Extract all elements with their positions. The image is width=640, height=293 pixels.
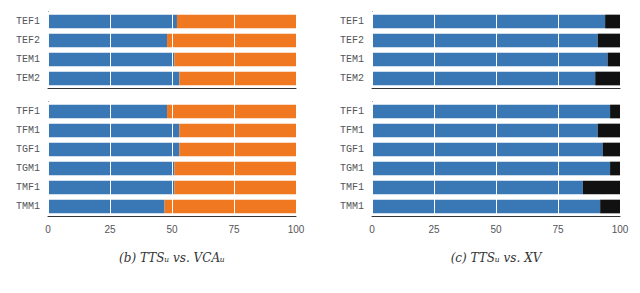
svg-text:100: 100: [612, 224, 629, 235]
svg-text:TEF1: TEF1: [16, 16, 40, 27]
svg-text:0: 0: [369, 224, 375, 235]
svg-text:(c) TTSᵤ vs. XV: (c) TTSᵤ vs. XV: [451, 251, 543, 265]
svg-text:TMM1: TMM1: [340, 201, 364, 212]
svg-text:TEM2: TEM2: [16, 73, 40, 84]
svg-text:TGF1: TGF1: [340, 144, 364, 155]
svg-text:100: 100: [288, 224, 305, 235]
svg-text:TMF1: TMF1: [16, 182, 40, 193]
svg-text:TMF1: TMF1: [340, 182, 364, 193]
svg-text:0: 0: [45, 224, 51, 235]
svg-text:50: 50: [166, 224, 178, 235]
svg-text:25: 25: [104, 224, 116, 235]
svg-text:25: 25: [428, 224, 440, 235]
svg-text:TFF1: TFF1: [340, 106, 364, 117]
svg-text:TGF1: TGF1: [16, 144, 40, 155]
svg-text:TEM1: TEM1: [16, 54, 40, 65]
svg-text:50: 50: [490, 224, 502, 235]
svg-text:TMM1: TMM1: [16, 201, 40, 212]
svg-text:(b) TTSᵤ vs. VCAᵤ: (b) TTSᵤ vs. VCAᵤ: [119, 251, 225, 265]
svg-text:TGM1: TGM1: [16, 163, 40, 174]
svg-text:TEM2: TEM2: [340, 73, 364, 84]
svg-text:TGM1: TGM1: [340, 163, 364, 174]
svg-text:75: 75: [552, 224, 564, 235]
svg-text:TFF1: TFF1: [16, 106, 40, 117]
svg-text:TEF2: TEF2: [16, 35, 40, 46]
svg-text:TEF1: TEF1: [340, 16, 364, 27]
svg-text:TEM1: TEM1: [340, 54, 364, 65]
svg-text:TFM1: TFM1: [340, 125, 364, 136]
svg-text:TFM1: TFM1: [16, 125, 40, 136]
svg-text:75: 75: [228, 224, 240, 235]
svg-text:TEF2: TEF2: [340, 35, 364, 46]
